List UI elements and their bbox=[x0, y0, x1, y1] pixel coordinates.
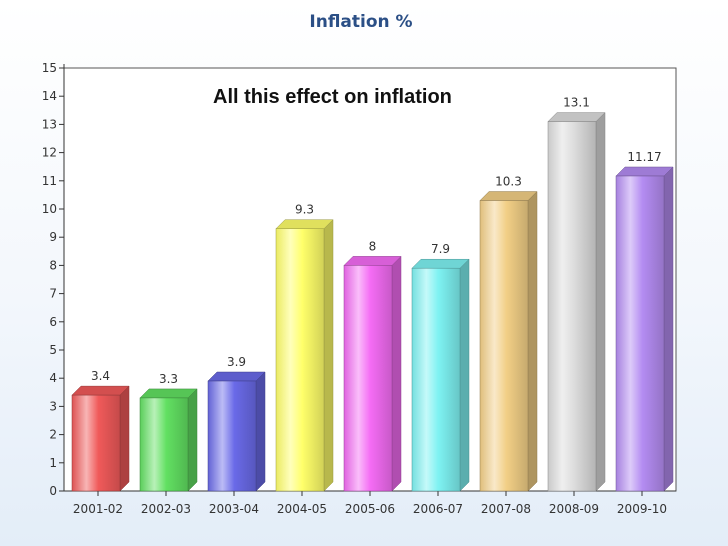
bar-2005-06 bbox=[343, 255, 402, 492]
bar-top bbox=[275, 219, 334, 229]
y-tick-label: 7 bbox=[49, 287, 57, 301]
bar-2008-09 bbox=[547, 111, 606, 492]
y-tick-label: 15 bbox=[42, 61, 57, 75]
x-tick-label: 2009-10 bbox=[617, 502, 667, 516]
x-tick-label: 2003-04 bbox=[209, 502, 259, 516]
value-label: 9.3 bbox=[295, 203, 314, 217]
value-labels: 3.4 3.3 3.9 9.3 8 7.9 10.3 13.1 11.17 bbox=[91, 96, 662, 386]
value-label: 11.17 bbox=[627, 150, 661, 164]
y-tick-label: 12 bbox=[42, 146, 57, 160]
bar-2007-08 bbox=[479, 190, 538, 492]
bar-2006-07 bbox=[411, 258, 470, 492]
bar-top bbox=[411, 258, 470, 269]
bar-side bbox=[187, 388, 198, 492]
bar-top bbox=[207, 371, 266, 382]
bar-2009-10 bbox=[615, 166, 674, 492]
y-tick-label: 6 bbox=[49, 315, 57, 329]
value-label: 3.4 bbox=[91, 369, 110, 383]
x-axis: 2001-02 2002-03 2003-04 2004-05 2005-06 2006-… bbox=[64, 490, 676, 516]
y-tick-label: 2 bbox=[49, 428, 57, 442]
y-tick-label: 3 bbox=[49, 399, 57, 413]
bar-front bbox=[275, 228, 325, 492]
value-label: 3.9 bbox=[227, 355, 246, 369]
y-tick-label: 8 bbox=[49, 258, 57, 272]
y-tick-label: 14 bbox=[42, 89, 57, 103]
bar-side bbox=[595, 111, 606, 492]
bar-front bbox=[615, 175, 665, 492]
x-tick-label: 2005-06 bbox=[345, 502, 395, 516]
bar-top bbox=[343, 256, 402, 266]
bar-side bbox=[663, 166, 674, 492]
x-tick-label: 2008-09 bbox=[549, 502, 599, 516]
bar-top bbox=[71, 385, 130, 396]
bar-front bbox=[71, 394, 121, 492]
x-tick-label: 2007-08 bbox=[481, 502, 531, 516]
bar-front bbox=[547, 121, 597, 492]
bar-top bbox=[479, 191, 538, 201]
y-tick-label: 9 bbox=[49, 230, 57, 244]
bar-side bbox=[459, 258, 470, 492]
bar-side bbox=[119, 385, 130, 492]
value-label: 7.9 bbox=[431, 242, 450, 256]
y-tick-label: 10 bbox=[42, 202, 57, 216]
value-label: 8 bbox=[369, 239, 377, 253]
x-tick-label: 2006-07 bbox=[413, 502, 463, 516]
bar-2002-03 bbox=[139, 388, 198, 492]
bar-2001-02 bbox=[71, 385, 130, 492]
bar-top bbox=[615, 166, 674, 177]
bar-front bbox=[343, 265, 393, 492]
x-tick-label: 2002-03 bbox=[141, 502, 191, 516]
y-tick-label: 11 bbox=[42, 174, 57, 188]
y-tick-label: 1 bbox=[49, 456, 57, 470]
x-tick-label: 2001-02 bbox=[73, 502, 123, 516]
bar-side bbox=[255, 371, 266, 492]
bar-2003-04 bbox=[207, 371, 266, 492]
chart-title: Inflation % bbox=[309, 12, 412, 32]
y-tick-label: 13 bbox=[42, 117, 57, 131]
value-label: 10.3 bbox=[495, 175, 522, 189]
y-tick-label: 5 bbox=[49, 343, 57, 357]
bar-front bbox=[411, 267, 461, 492]
bar-front bbox=[139, 397, 189, 492]
bar-side bbox=[391, 255, 402, 492]
bar-front bbox=[479, 200, 529, 492]
bar-top bbox=[139, 388, 198, 399]
bar-series bbox=[71, 111, 674, 492]
x-tick-label: 2004-05 bbox=[277, 502, 327, 516]
bar-top bbox=[547, 112, 606, 122]
bar-front bbox=[207, 380, 257, 492]
y-tick-label: 4 bbox=[49, 371, 57, 385]
value-label: 3.3 bbox=[159, 372, 178, 386]
bar-2004-05 bbox=[275, 219, 334, 492]
bar-side bbox=[527, 190, 538, 492]
chart-annotation: All this effect on inflation bbox=[213, 86, 452, 108]
value-label: 13.1 bbox=[563, 96, 590, 110]
y-tick-label: 0 bbox=[49, 484, 57, 498]
bar-side bbox=[323, 219, 334, 492]
